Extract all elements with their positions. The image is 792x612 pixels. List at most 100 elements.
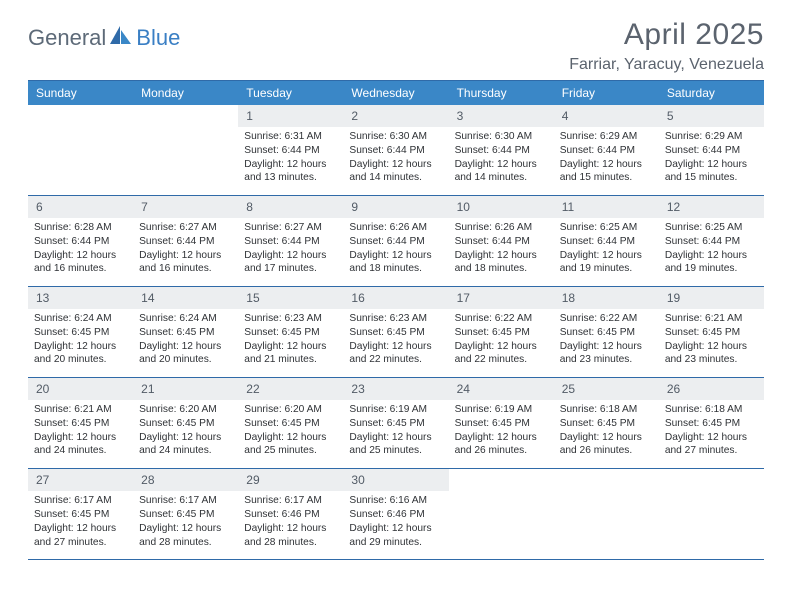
title-block: April 2025 Farriar, Yaracuy, Venezuela bbox=[569, 18, 764, 74]
day-number: 16 bbox=[343, 287, 448, 309]
weekday-header: Saturday bbox=[659, 81, 764, 105]
day-body: Sunrise: 6:29 AMSunset: 6:44 PMDaylight:… bbox=[554, 127, 659, 195]
day-number bbox=[28, 105, 133, 113]
sunrise-text: Sunrise: 6:18 AM bbox=[665, 403, 758, 417]
sunset-text: Sunset: 6:44 PM bbox=[560, 144, 653, 158]
day-cell: 12Sunrise: 6:25 AMSunset: 6:44 PMDayligh… bbox=[659, 196, 764, 286]
sunset-text: Sunset: 6:44 PM bbox=[455, 144, 548, 158]
day-cell: 15Sunrise: 6:23 AMSunset: 6:45 PMDayligh… bbox=[238, 287, 343, 377]
day-body: Sunrise: 6:22 AMSunset: 6:45 PMDaylight:… bbox=[554, 309, 659, 377]
daylight-text: Daylight: 12 hours and 16 minutes. bbox=[34, 249, 127, 277]
day-cell: 8Sunrise: 6:27 AMSunset: 6:44 PMDaylight… bbox=[238, 196, 343, 286]
week-row: 27Sunrise: 6:17 AMSunset: 6:45 PMDayligh… bbox=[28, 469, 764, 560]
sunset-text: Sunset: 6:45 PM bbox=[139, 417, 232, 431]
sunrise-text: Sunrise: 6:23 AM bbox=[244, 312, 337, 326]
sunrise-text: Sunrise: 6:21 AM bbox=[34, 403, 127, 417]
day-number: 30 bbox=[343, 469, 448, 491]
day-number: 24 bbox=[449, 378, 554, 400]
sunrise-text: Sunrise: 6:28 AM bbox=[34, 221, 127, 235]
day-number bbox=[449, 469, 554, 477]
day-body: Sunrise: 6:21 AMSunset: 6:45 PMDaylight:… bbox=[28, 400, 133, 468]
daylight-text: Daylight: 12 hours and 17 minutes. bbox=[244, 249, 337, 277]
sunrise-text: Sunrise: 6:21 AM bbox=[665, 312, 758, 326]
weekday-header: Friday bbox=[554, 81, 659, 105]
day-body: Sunrise: 6:23 AMSunset: 6:45 PMDaylight:… bbox=[343, 309, 448, 377]
day-number: 1 bbox=[238, 105, 343, 127]
daylight-text: Daylight: 12 hours and 22 minutes. bbox=[349, 340, 442, 368]
daylight-text: Daylight: 12 hours and 25 minutes. bbox=[244, 431, 337, 459]
daylight-text: Daylight: 12 hours and 16 minutes. bbox=[139, 249, 232, 277]
day-cell: 7Sunrise: 6:27 AMSunset: 6:44 PMDaylight… bbox=[133, 196, 238, 286]
sunset-text: Sunset: 6:45 PM bbox=[665, 326, 758, 340]
sunrise-text: Sunrise: 6:31 AM bbox=[244, 130, 337, 144]
day-cell: 2Sunrise: 6:30 AMSunset: 6:44 PMDaylight… bbox=[343, 105, 448, 195]
week-row: 1Sunrise: 6:31 AMSunset: 6:44 PMDaylight… bbox=[28, 105, 764, 196]
day-body: Sunrise: 6:19 AMSunset: 6:45 PMDaylight:… bbox=[449, 400, 554, 468]
day-cell: 20Sunrise: 6:21 AMSunset: 6:45 PMDayligh… bbox=[28, 378, 133, 468]
day-number: 12 bbox=[659, 196, 764, 218]
day-body: Sunrise: 6:17 AMSunset: 6:45 PMDaylight:… bbox=[28, 491, 133, 559]
sunset-text: Sunset: 6:44 PM bbox=[244, 144, 337, 158]
day-cell: 26Sunrise: 6:18 AMSunset: 6:45 PMDayligh… bbox=[659, 378, 764, 468]
page-root: General Blue April 2025 Farriar, Yaracuy… bbox=[0, 0, 792, 578]
week-row: 13Sunrise: 6:24 AMSunset: 6:45 PMDayligh… bbox=[28, 287, 764, 378]
day-number: 18 bbox=[554, 287, 659, 309]
day-number: 17 bbox=[449, 287, 554, 309]
day-body: Sunrise: 6:19 AMSunset: 6:45 PMDaylight:… bbox=[343, 400, 448, 468]
sunset-text: Sunset: 6:44 PM bbox=[455, 235, 548, 249]
day-cell: 25Sunrise: 6:18 AMSunset: 6:45 PMDayligh… bbox=[554, 378, 659, 468]
day-number: 9 bbox=[343, 196, 448, 218]
daylight-text: Daylight: 12 hours and 27 minutes. bbox=[665, 431, 758, 459]
day-number: 4 bbox=[554, 105, 659, 127]
day-cell: 18Sunrise: 6:22 AMSunset: 6:45 PMDayligh… bbox=[554, 287, 659, 377]
sunset-text: Sunset: 6:45 PM bbox=[34, 326, 127, 340]
day-body: Sunrise: 6:26 AMSunset: 6:44 PMDaylight:… bbox=[343, 218, 448, 286]
day-body: Sunrise: 6:20 AMSunset: 6:45 PMDaylight:… bbox=[238, 400, 343, 468]
sunrise-text: Sunrise: 6:24 AM bbox=[139, 312, 232, 326]
weekday-header-row: Sunday Monday Tuesday Wednesday Thursday… bbox=[28, 81, 764, 105]
day-cell: 19Sunrise: 6:21 AMSunset: 6:45 PMDayligh… bbox=[659, 287, 764, 377]
day-body: Sunrise: 6:31 AMSunset: 6:44 PMDaylight:… bbox=[238, 127, 343, 195]
day-number: 26 bbox=[659, 378, 764, 400]
sunset-text: Sunset: 6:45 PM bbox=[349, 326, 442, 340]
day-cell: 3Sunrise: 6:30 AMSunset: 6:44 PMDaylight… bbox=[449, 105, 554, 195]
day-number: 21 bbox=[133, 378, 238, 400]
day-number: 28 bbox=[133, 469, 238, 491]
day-body: Sunrise: 6:20 AMSunset: 6:45 PMDaylight:… bbox=[133, 400, 238, 468]
daylight-text: Daylight: 12 hours and 22 minutes. bbox=[455, 340, 548, 368]
sunrise-text: Sunrise: 6:19 AM bbox=[349, 403, 442, 417]
sunset-text: Sunset: 6:45 PM bbox=[455, 417, 548, 431]
day-number: 20 bbox=[28, 378, 133, 400]
day-number: 10 bbox=[449, 196, 554, 218]
sunset-text: Sunset: 6:45 PM bbox=[34, 417, 127, 431]
day-cell: 24Sunrise: 6:19 AMSunset: 6:45 PMDayligh… bbox=[449, 378, 554, 468]
daylight-text: Daylight: 12 hours and 24 minutes. bbox=[139, 431, 232, 459]
day-body: Sunrise: 6:28 AMSunset: 6:44 PMDaylight:… bbox=[28, 218, 133, 286]
day-number bbox=[133, 105, 238, 113]
month-title: April 2025 bbox=[569, 18, 764, 52]
daylight-text: Daylight: 12 hours and 23 minutes. bbox=[560, 340, 653, 368]
daylight-text: Daylight: 12 hours and 15 minutes. bbox=[560, 158, 653, 186]
sunset-text: Sunset: 6:46 PM bbox=[349, 508, 442, 522]
sunset-text: Sunset: 6:44 PM bbox=[665, 235, 758, 249]
day-body: Sunrise: 6:17 AMSunset: 6:45 PMDaylight:… bbox=[133, 491, 238, 559]
sunset-text: Sunset: 6:44 PM bbox=[349, 235, 442, 249]
daylight-text: Daylight: 12 hours and 20 minutes. bbox=[139, 340, 232, 368]
day-number: 23 bbox=[343, 378, 448, 400]
day-body: Sunrise: 6:21 AMSunset: 6:45 PMDaylight:… bbox=[659, 309, 764, 377]
sunrise-text: Sunrise: 6:20 AM bbox=[139, 403, 232, 417]
day-body bbox=[28, 113, 133, 126]
day-cell: 14Sunrise: 6:24 AMSunset: 6:45 PMDayligh… bbox=[133, 287, 238, 377]
brand-part2: Blue bbox=[136, 25, 180, 51]
day-number: 27 bbox=[28, 469, 133, 491]
sunset-text: Sunset: 6:44 PM bbox=[34, 235, 127, 249]
weeks-container: 1Sunrise: 6:31 AMSunset: 6:44 PMDaylight… bbox=[28, 105, 764, 560]
sunrise-text: Sunrise: 6:30 AM bbox=[349, 130, 442, 144]
day-number: 7 bbox=[133, 196, 238, 218]
daylight-text: Daylight: 12 hours and 23 minutes. bbox=[665, 340, 758, 368]
sunset-text: Sunset: 6:45 PM bbox=[560, 417, 653, 431]
sunset-text: Sunset: 6:45 PM bbox=[139, 508, 232, 522]
day-cell bbox=[449, 469, 554, 559]
day-number: 29 bbox=[238, 469, 343, 491]
sunrise-text: Sunrise: 6:18 AM bbox=[560, 403, 653, 417]
